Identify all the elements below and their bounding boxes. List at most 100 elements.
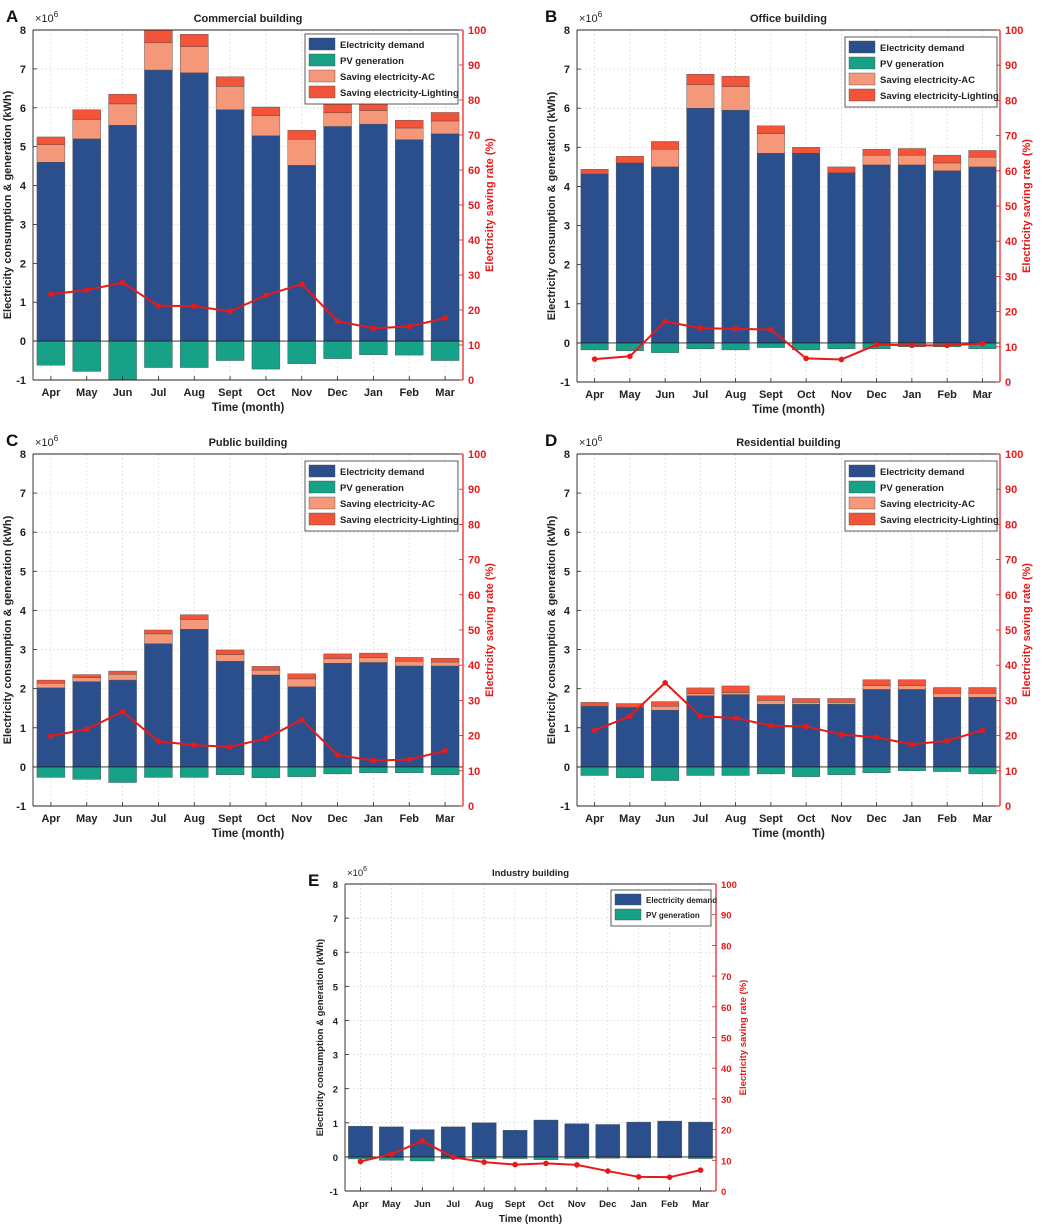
bar-saving-electricity-lighting [72,674,101,678]
y2-tick-label: 50 [1005,201,1017,213]
legend-swatch-saving-electricity-lighting [848,512,876,526]
y-tick-label: 5 [333,982,339,993]
x-tick-label: Jul [446,1199,460,1210]
bar-saving-electricity-lighting [580,169,609,175]
bar-electricity-demand [395,665,424,768]
bar-saving-electricity-lighting [827,698,856,703]
x-tick-label: Aug [725,813,746,825]
bar-pv-generation [395,766,424,773]
y2-tick-label: 70 [1005,131,1017,143]
bar-electricity-demand [564,1123,590,1158]
bar-saving-electricity-ac [721,692,750,695]
bar-saving-electricity-ac [430,661,460,667]
y-tick-label: 6 [333,948,338,959]
saving-rate-point [697,713,704,720]
panel-letter: B [545,7,557,26]
bar-pv-generation [686,342,715,349]
bar-saving-electricity-ac [72,677,101,682]
bar-electricity-demand [287,686,316,768]
saving-rate-point [370,325,377,332]
legend-swatch-saving-electricity-ac [308,69,336,83]
bar-pv-generation [144,766,173,778]
y-tick-label: 0 [333,1153,338,1164]
chart-title: Residential building [736,437,841,449]
y2-tick-label: 90 [468,60,480,72]
x-tick-label: Mar [973,813,993,825]
bar-saving-electricity-lighting [144,29,173,44]
bar-saving-electricity-ac [323,658,352,664]
bar-saving-electricity-lighting [323,104,352,114]
bar-saving-electricity-ac [968,693,997,698]
saving-rate-point [155,738,162,745]
saving-rate-point [83,726,90,733]
bar-saving-electricity-lighting [968,687,997,694]
y-tick-label: -1 [560,801,570,813]
legend-swatch-pv-generation [308,480,336,494]
y2-tick-label: 100 [721,880,737,891]
bar-electricity-demand [595,1124,621,1158]
x-tick-label: Apr [41,387,61,399]
bar-saving-electricity-lighting [251,666,281,671]
x-tick-label: Jul [150,813,166,825]
bar-saving-electricity-lighting [933,154,962,164]
y-tick-label: 1 [333,1119,339,1130]
x-tick-label: Dec [867,389,887,401]
bar-saving-electricity-lighting [180,614,209,620]
y2-axis-label: Electricity saving rate (%) [1021,139,1033,273]
y2-tick-label: 20 [468,305,480,317]
x-tick-label: Mar [692,1199,709,1210]
bar-saving-electricity-lighting [686,73,715,85]
y-tick-label: 1 [20,297,26,309]
bar-electricity-demand [688,1121,713,1158]
x-tick-label: Jan [631,1199,648,1210]
bar-electricity-demand [359,123,388,342]
x-tick-label: Nov [291,813,313,825]
bar-saving-electricity-lighting [144,629,173,635]
y2-tick-label: 100 [468,25,486,37]
legend-label: Saving electricity-AC [880,75,975,86]
bar-saving-electricity-lighting [72,109,101,120]
legend-swatch-saving-electricity-lighting [308,512,336,526]
bar-electricity-demand [180,72,209,342]
panel-letter: C [6,431,18,450]
bar-pv-generation [897,766,926,772]
saving-rate-point [263,292,269,299]
y2-tick-label: 10 [721,1156,732,1167]
y-tick-label: 4 [20,181,27,193]
x-tick-label: Apr [41,813,61,825]
bar-saving-electricity-lighting [651,141,680,150]
saving-rate-point [298,716,305,723]
legend-swatch-saving-electricity-ac [848,72,876,86]
bar-saving-electricity-lighting [756,125,785,134]
x-tick-label: Feb [399,813,419,825]
saving-rate-point [48,291,54,298]
chart-title: Commercial building [194,13,303,25]
bar-pv-generation [686,766,715,776]
x-axis-label: Time (month) [752,828,825,840]
saving-rate-point [666,1174,673,1180]
saving-rate-point [334,318,341,325]
saving-rate-point [873,341,880,348]
bar-pv-generation [180,766,209,778]
bars [580,679,997,781]
saving-rate-point [591,727,598,734]
bar-saving-electricity-lighting [580,702,609,707]
bar-saving-electricity-ac [323,112,352,127]
legend-swatch-electricity-demand [848,464,876,478]
bars [36,614,460,783]
saving-rate-point [191,742,198,748]
bar-electricity-demand [968,166,997,344]
bar-pv-generation [251,766,281,779]
saving-rate-point [119,279,126,286]
bar-saving-electricity-ac [933,693,962,698]
y2-tick-label: 40 [1005,236,1017,248]
saving-rate-point [768,326,774,333]
bar-pv-generation [756,766,785,775]
bar-saving-electricity-ac [251,670,281,676]
bar-electricity-demand [721,694,750,768]
bar-pv-generation [580,766,609,776]
bar-saving-electricity-ac [251,115,281,136]
legend-label: Saving electricity-AC [340,499,435,510]
bar-electricity-demand [862,689,891,768]
